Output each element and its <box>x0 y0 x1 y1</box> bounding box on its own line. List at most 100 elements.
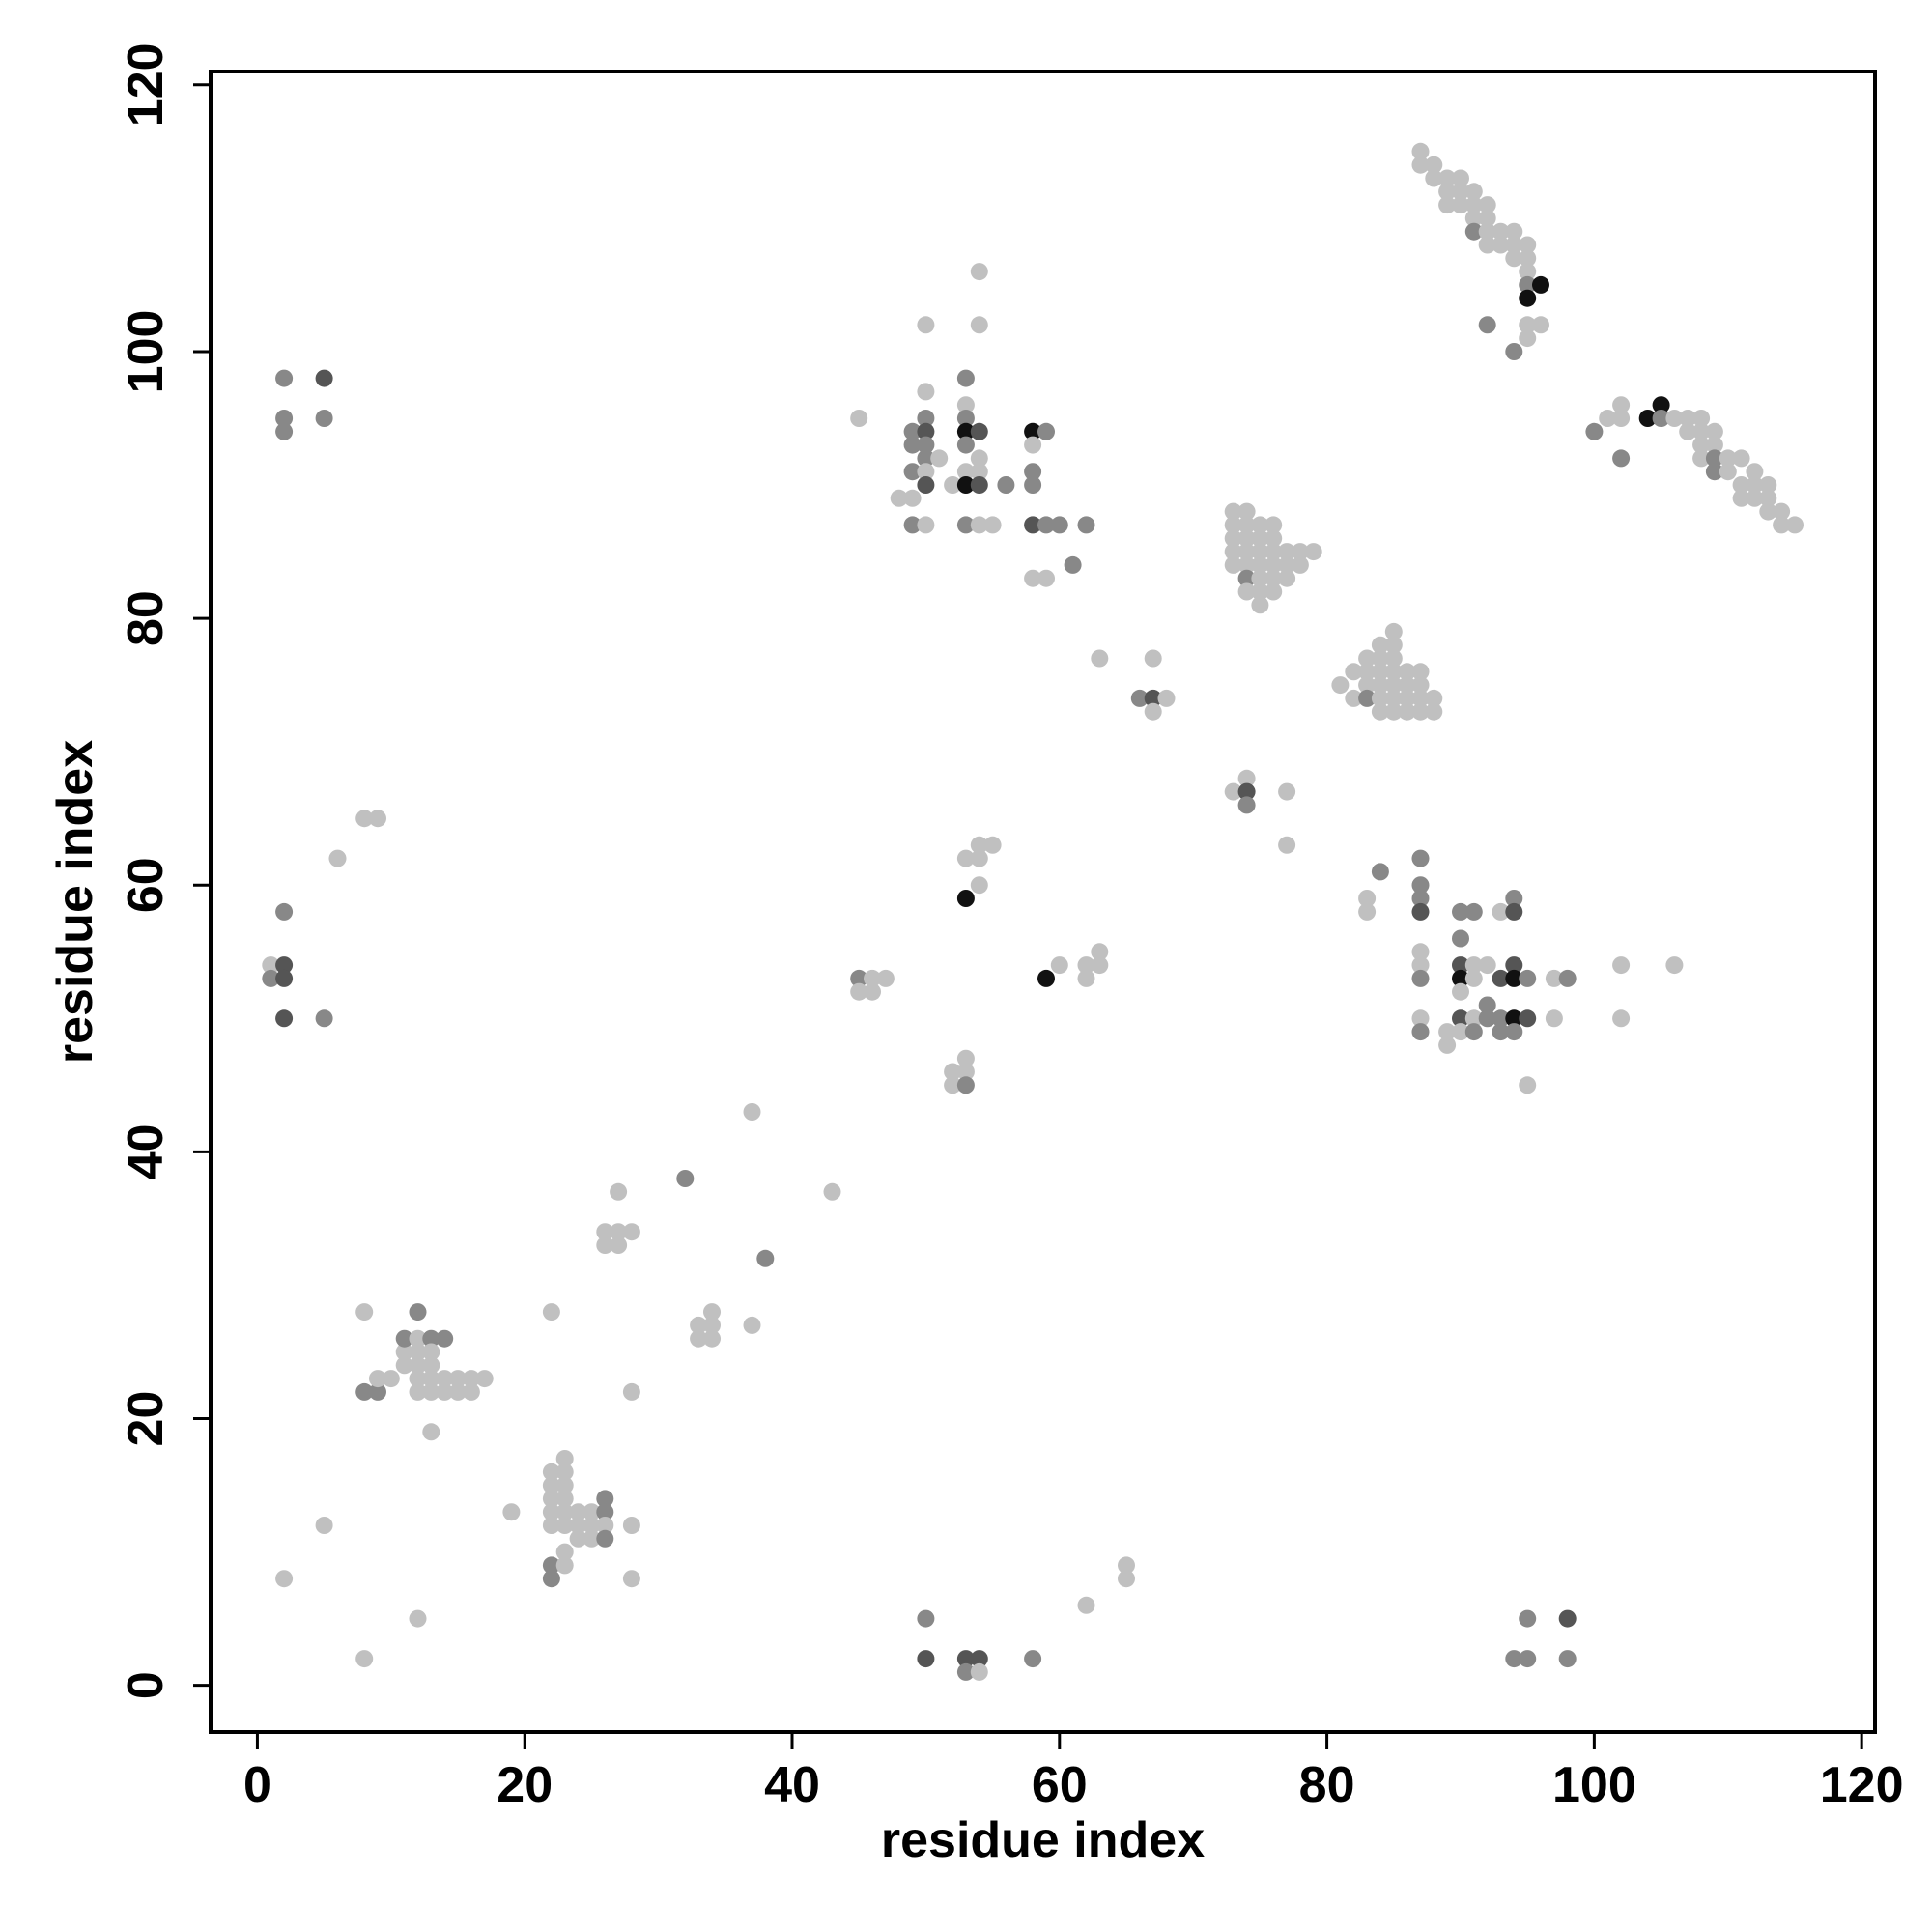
data-point-29 <box>409 1343 427 1361</box>
data-point-168 <box>1144 689 1162 707</box>
data-point-264 <box>1505 249 1523 268</box>
data-point-117 <box>944 1076 962 1094</box>
data-point-66 <box>569 1529 587 1548</box>
x-tick-label-5: 100 <box>1552 1757 1636 1813</box>
data-point-118 <box>956 369 975 387</box>
data-point-242 <box>1411 156 1430 174</box>
data-point-193 <box>1251 596 1269 614</box>
data-point-276 <box>1411 876 1430 895</box>
data-point-90 <box>743 1316 761 1334</box>
data-point-315 <box>1545 1009 1563 1028</box>
data-point-56 <box>555 1450 574 1467</box>
data-point-23 <box>382 1370 400 1388</box>
data-point-340 <box>1719 463 1737 481</box>
data-point-123 <box>956 463 975 481</box>
data-point-54 <box>542 1556 560 1575</box>
data-point-27 <box>409 1303 427 1321</box>
data-point-83 <box>676 1170 695 1187</box>
data-point-52 <box>542 1503 560 1521</box>
data-point-301 <box>1492 902 1510 921</box>
data-point-116 <box>944 1063 962 1081</box>
data-point-324 <box>1612 449 1631 468</box>
data-point-319 <box>1665 956 1684 975</box>
data-point-362 <box>1519 1650 1537 1668</box>
data-point-93 <box>850 410 868 427</box>
data-point-255 <box>1478 196 1496 214</box>
data-point-248 <box>1452 169 1469 187</box>
data-point-98 <box>876 969 895 987</box>
data-point-2 <box>275 422 294 440</box>
data-point-262 <box>1505 222 1523 241</box>
data-point-241 <box>1411 142 1430 160</box>
data-point-311 <box>1519 969 1537 987</box>
data-point-258 <box>1478 236 1496 254</box>
data-point-150 <box>1037 422 1055 440</box>
data-point-234 <box>1398 702 1416 721</box>
data-point-6 <box>262 969 280 987</box>
data-point-205 <box>1291 543 1309 561</box>
data-point-147 <box>1024 476 1042 494</box>
data-point-84 <box>690 1316 708 1334</box>
data-point-155 <box>1050 956 1068 975</box>
data-point-154 <box>1050 516 1068 534</box>
data-point-279 <box>1411 943 1430 961</box>
data-point-284 <box>1438 1023 1457 1041</box>
data-point-149 <box>1024 569 1042 587</box>
data-point-323 <box>1612 410 1631 427</box>
data-point-46 <box>475 1370 494 1388</box>
data-point-114 <box>930 449 949 468</box>
data-point-106 <box>917 383 935 401</box>
data-point-286 <box>1452 902 1469 921</box>
data-point-131 <box>970 263 988 281</box>
x-tick-label-4: 80 <box>1299 1757 1355 1813</box>
x-axis: 0 20 40 60 80 100 120 <box>243 1730 1904 1813</box>
data-point-310 <box>1505 1023 1523 1041</box>
data-point-141 <box>983 516 1002 534</box>
data-point-355 <box>956 1650 975 1668</box>
data-point-309 <box>1505 1009 1523 1028</box>
data-point-263 <box>1505 236 1523 254</box>
data-point-278 <box>1411 902 1430 921</box>
data-point-21 <box>369 1382 386 1401</box>
data-point-99 <box>890 489 908 507</box>
data-point-194 <box>1264 516 1283 534</box>
data-point-259 <box>1478 316 1496 334</box>
data-point-177 <box>1237 502 1256 521</box>
data-point-8 <box>275 969 294 987</box>
data-point-136 <box>970 476 988 494</box>
data-point-171 <box>1224 502 1242 521</box>
data-point-209 <box>1345 663 1363 681</box>
data-point-313 <box>1519 1076 1537 1094</box>
data-point-357 <box>970 1650 988 1668</box>
data-point-82 <box>622 1223 640 1241</box>
y-axis: 0 20 40 60 80 100 120 <box>118 43 213 1699</box>
data-point-88 <box>703 1329 721 1348</box>
data-point-14 <box>369 810 386 828</box>
data-point-214 <box>1358 689 1377 707</box>
data-point-11 <box>315 1009 333 1028</box>
data-point-40 <box>436 1370 454 1388</box>
data-point-148 <box>1024 516 1042 534</box>
data-point-282 <box>1411 1009 1430 1028</box>
data-point-246 <box>1438 183 1457 201</box>
data-point-189 <box>1251 543 1269 561</box>
data-point-280 <box>1411 956 1430 975</box>
y-tick-label-1: 20 <box>118 1391 174 1447</box>
data-point-261 <box>1492 236 1510 254</box>
data-point-36 <box>422 1370 440 1388</box>
data-point-132 <box>970 316 988 334</box>
data-point-338 <box>1705 463 1723 481</box>
data-point-213 <box>1358 676 1377 695</box>
data-point-49 <box>542 1463 560 1481</box>
data-point-307 <box>1505 956 1523 975</box>
data-point-275 <box>1411 849 1430 867</box>
data-point-108 <box>917 422 935 440</box>
data-point-31 <box>409 1370 427 1388</box>
data-point-183 <box>1237 582 1256 601</box>
data-point-182 <box>1237 569 1256 587</box>
y-tick-label-4: 80 <box>118 590 174 646</box>
y-tick-label-0: 0 <box>118 1671 174 1699</box>
data-point-76 <box>622 1382 640 1401</box>
data-point-237 <box>1411 689 1430 707</box>
data-point-321 <box>1599 410 1617 427</box>
